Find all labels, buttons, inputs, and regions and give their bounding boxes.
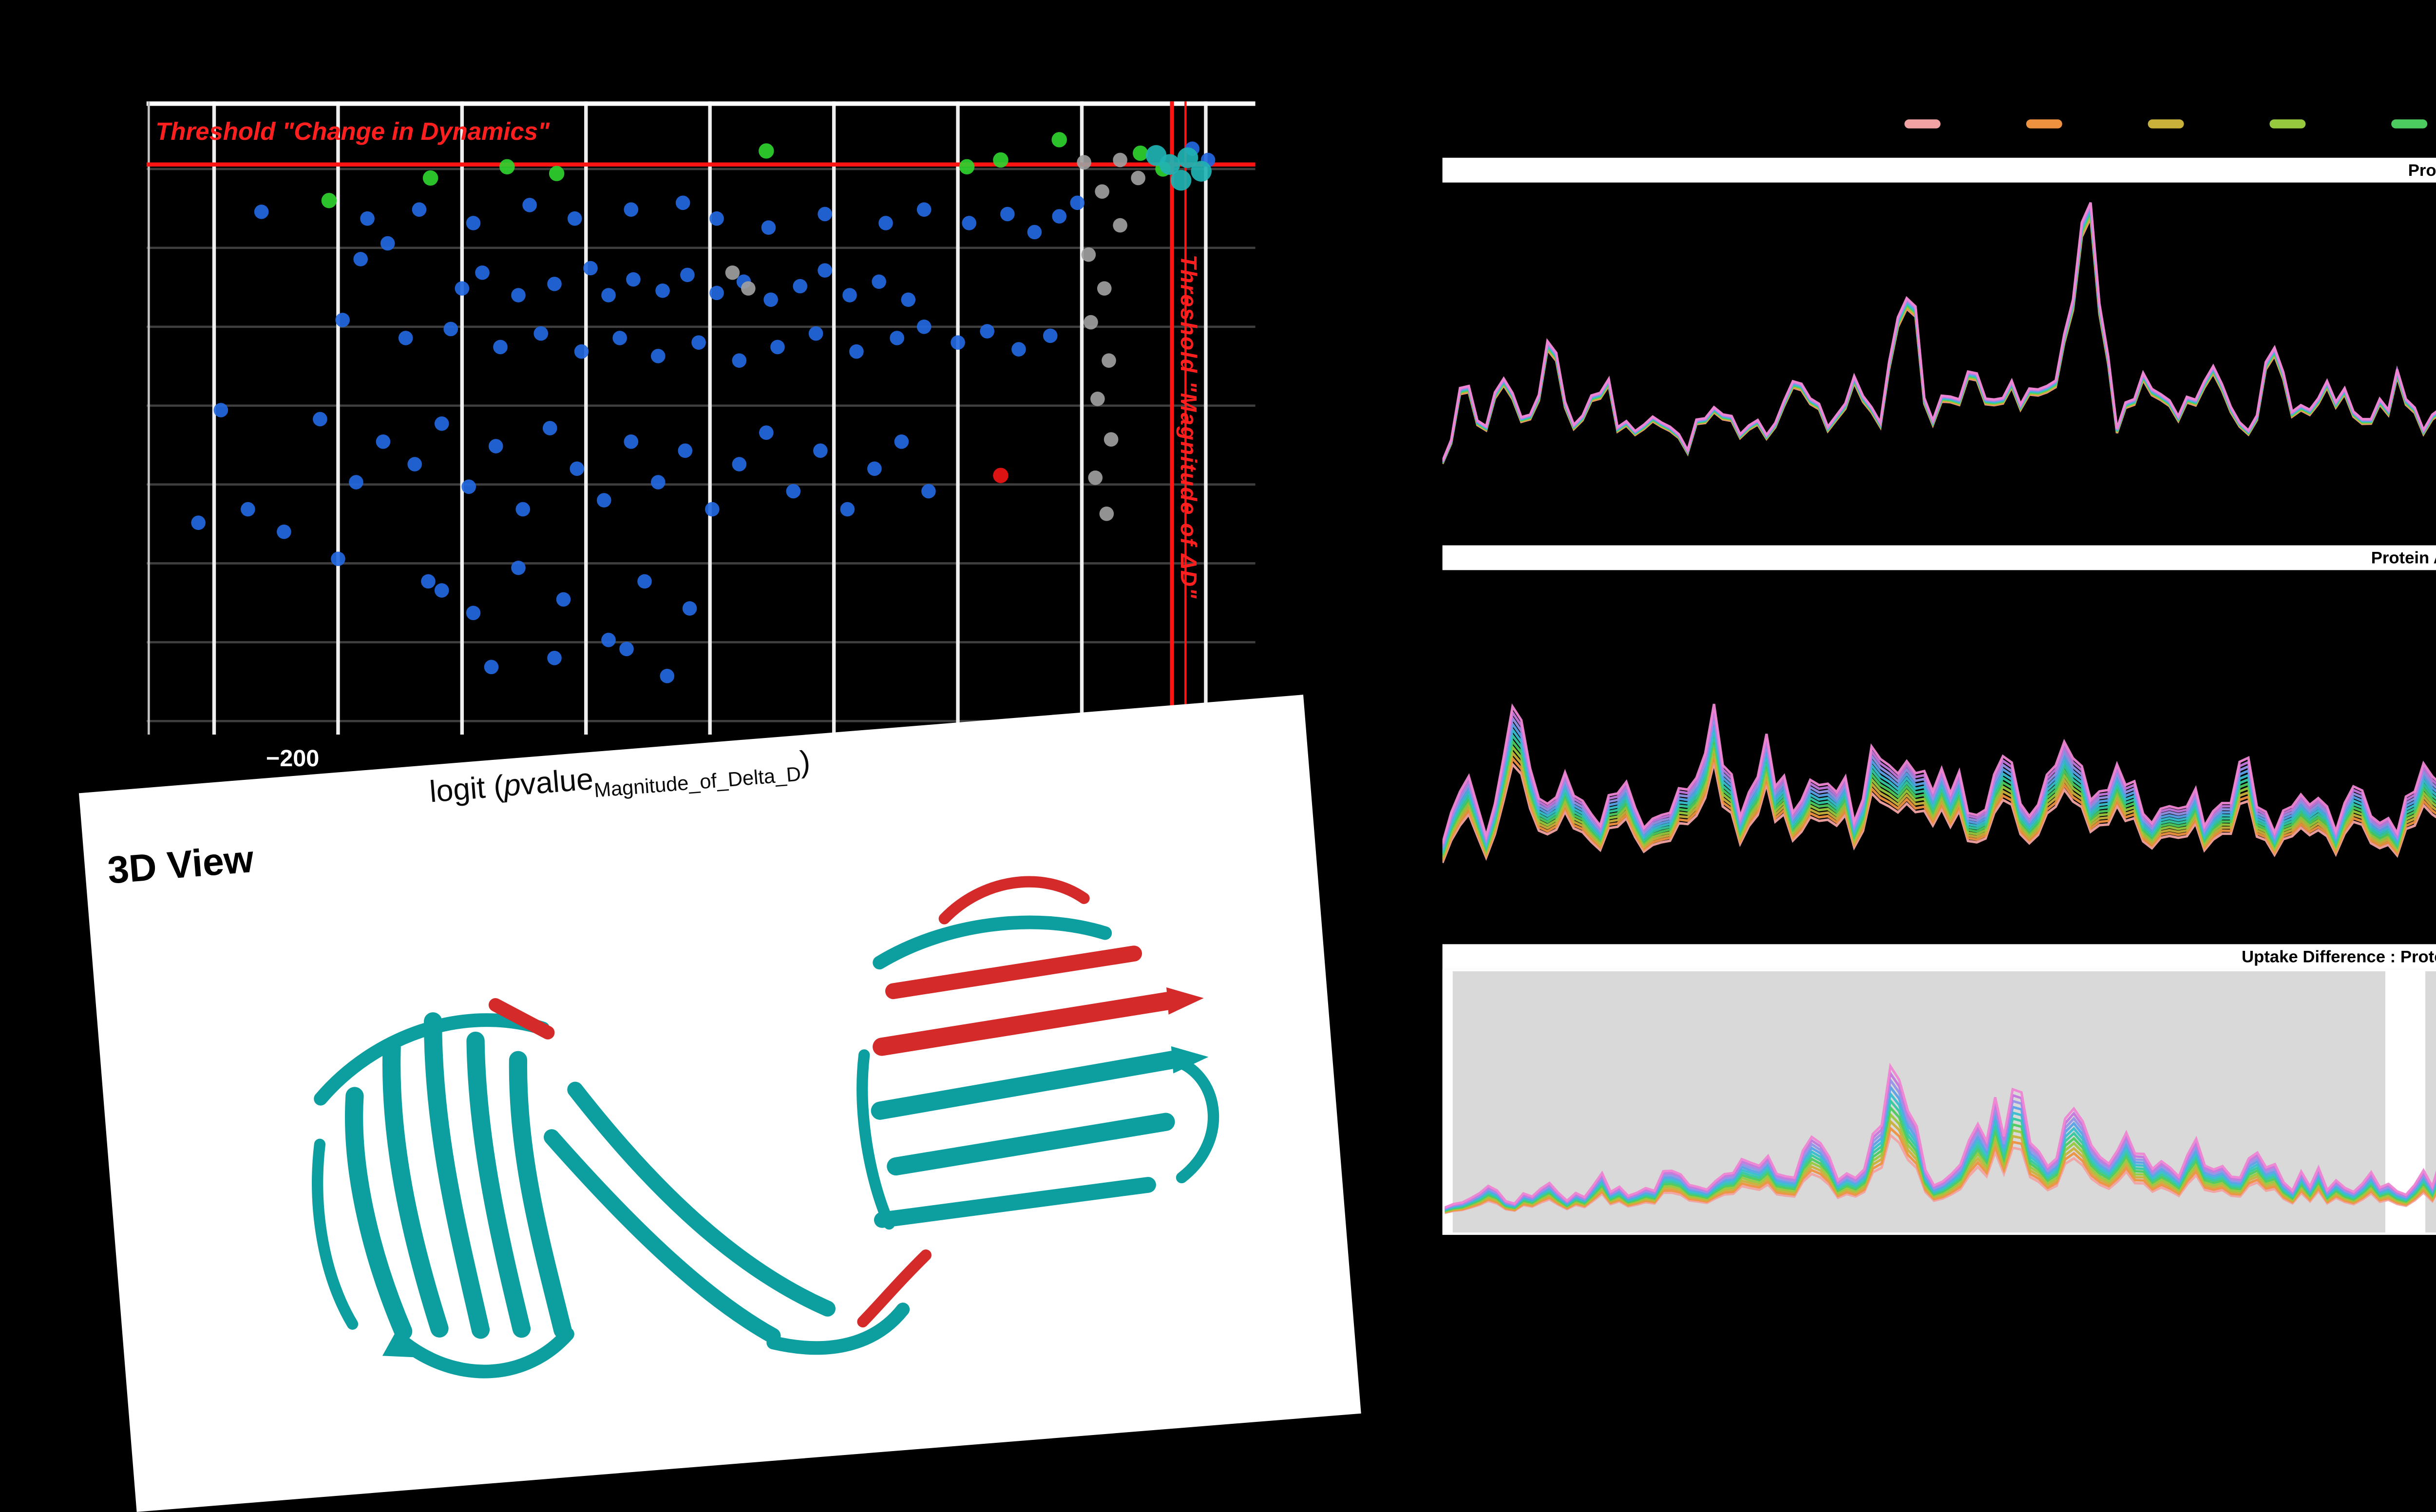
legend-dash-5[interactable] bbox=[2391, 119, 2428, 129]
exposure-legend bbox=[1904, 119, 2436, 129]
protein-ribbon-teal bbox=[312, 915, 1219, 1379]
threshold-dynamics-label: Threshold "Change in Dynamics" bbox=[155, 119, 550, 147]
threshold-magnitude-label: Threshold "Magnitude of ΔD" bbox=[1174, 254, 1199, 600]
x-axis-tick-label: −200 bbox=[266, 746, 320, 773]
x-axis-label-prefix: logit ( bbox=[428, 769, 505, 809]
protein-ribbon-red bbox=[488, 876, 1177, 1328]
protein-structure-viewer[interactable] bbox=[144, 805, 1324, 1462]
panel-title-bar-protein-a-ligand: Protein A + Ligand bbox=[1442, 545, 2436, 570]
app-canvas: Threshold "Change in Dynamics" Threshold… bbox=[78, 101, 2436, 1512]
legend-dash-1[interactable] bbox=[1904, 119, 1941, 129]
panel-title-uptake-difference: Uptake Difference : Protein A - (Protein… bbox=[2241, 946, 2436, 967]
volcano-plot-canvas[interactable] bbox=[146, 101, 1256, 735]
panel-title-protein-a-ligand: Protein A + Ligand bbox=[2371, 548, 2436, 568]
x-axis-label-value: value bbox=[519, 762, 595, 802]
x-axis-label-p: p bbox=[502, 768, 522, 803]
panel-title-bar-uptake-difference: Uptake Difference : Protein A - (Protein… bbox=[1442, 944, 2436, 969]
volcano-plot[interactable]: Threshold "Change in Dynamics" Threshold… bbox=[146, 101, 1256, 735]
uptake-chart-protein-a-ligand[interactable] bbox=[1442, 570, 2436, 935]
legend-dash-2[interactable] bbox=[2026, 119, 2062, 129]
panel-title-bar-protein-a: Protein A bbox=[1442, 157, 2436, 183]
3d-view-card: 3D View bbox=[78, 695, 1361, 1512]
panel-title-protein-a: Protein A bbox=[2408, 160, 2436, 181]
legend-dash-3[interactable] bbox=[2148, 119, 2184, 129]
legend-dash-4[interactable] bbox=[2269, 119, 2306, 129]
uptake-chart-protein-a[interactable] bbox=[1442, 183, 2436, 534]
uptake-difference-chart[interactable] bbox=[1442, 969, 2436, 1235]
